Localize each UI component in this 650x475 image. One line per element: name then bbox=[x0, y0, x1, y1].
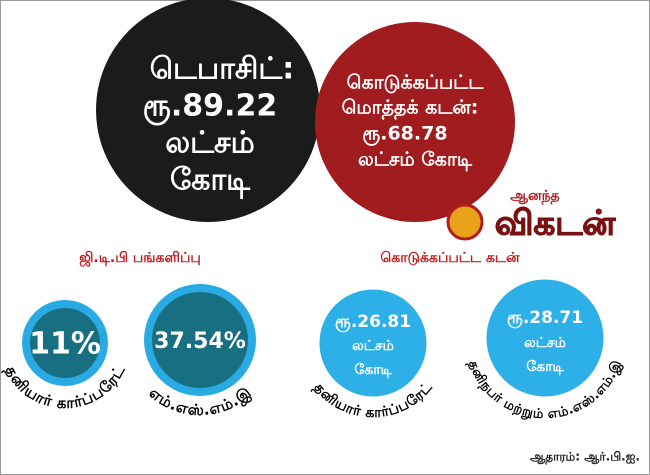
loan-item-circle bbox=[483, 276, 607, 400]
loan-circle bbox=[315, 22, 515, 222]
loan-line: கொடுக்கப்பட்ட bbox=[347, 72, 485, 94]
share-value: 11% bbox=[29, 327, 101, 362]
logo-large: விகடன் bbox=[495, 204, 616, 244]
loan-item-line: ரூ.28.71 bbox=[507, 308, 583, 328]
logo-small: ஆனந்த bbox=[510, 188, 559, 205]
share-value: 37.54% bbox=[154, 329, 246, 354]
loan-item-circle bbox=[316, 286, 430, 400]
deposit-line: டெபாசிட்: bbox=[150, 52, 295, 87]
share-circle bbox=[30, 308, 100, 378]
loan-item-line: ரூ.26.81 bbox=[335, 312, 411, 332]
loan-line: ரூ.68.78 bbox=[362, 123, 447, 147]
deposit-line: ரூ.89.22 bbox=[143, 89, 277, 126]
loan-line: மொத்தக் கடன்: bbox=[342, 97, 479, 121]
source: ஆதாரம்: ஆர்.பி.ஐ. bbox=[530, 450, 640, 465]
loan-item-line: கோடி bbox=[354, 362, 392, 378]
loan-item-line: கோடி bbox=[526, 359, 564, 375]
deposit-line: கோடி bbox=[170, 163, 251, 200]
loan-line: லட்சம் கோடி bbox=[358, 149, 473, 171]
loan-item-line: லட்சம் bbox=[352, 338, 394, 354]
section-title: ஜி.டி.பி பங்களிப்பு bbox=[79, 250, 201, 267]
deposit-line: லட்சம் bbox=[165, 126, 255, 161]
deposit-circle bbox=[96, 0, 320, 222]
loan-item-line: லட்சம் bbox=[524, 335, 566, 351]
logo-icon bbox=[446, 203, 484, 241]
section-title: கொடுக்கப்பட்ட கடன் bbox=[380, 250, 520, 266]
share-circle bbox=[152, 292, 248, 388]
